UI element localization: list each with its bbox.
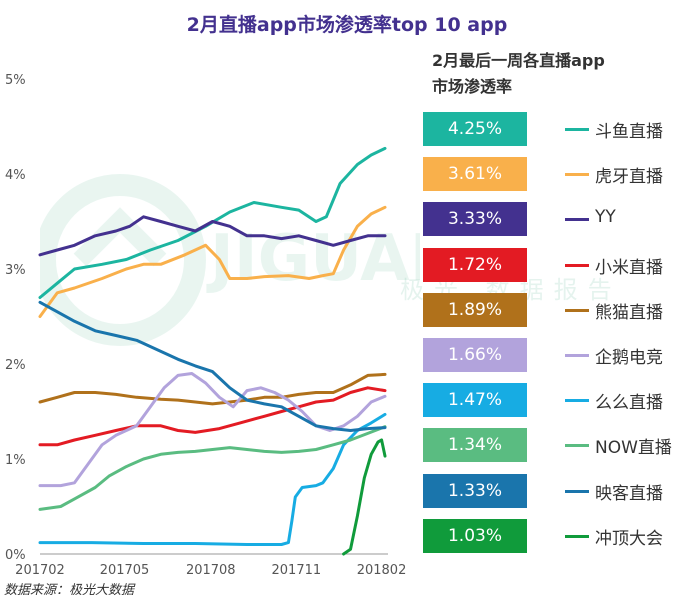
y-tick-label: 5% <box>5 73 26 88</box>
legend-series-name: NOW直播 <box>595 438 672 459</box>
legend-item: 1.66% 企鹅电竞 <box>423 338 693 372</box>
legend-item: 1.03% 冲顶大会 <box>423 518 693 553</box>
legend-value-badge: 1.72% <box>423 247 527 282</box>
legend-value-badge: 1.03% <box>423 518 527 553</box>
legend-value-badge: 4.25% <box>423 112 527 146</box>
series-line <box>38 300 387 432</box>
y-tick-label: 3% <box>5 263 26 278</box>
x-tick-label: 201711 <box>272 563 322 578</box>
legend-item: 4.25% 斗鱼直播 <box>423 112 693 146</box>
legend-swatch <box>565 218 589 222</box>
legend-item: 1.33% 映客直播 <box>423 473 693 508</box>
legend-item: 3.33% YY <box>423 202 693 237</box>
legend-swatch <box>565 444 589 448</box>
legend-series-name: YY <box>595 207 616 228</box>
legend-swatch <box>565 534 589 538</box>
legend-item: 1.89% 熊猫直播 <box>423 292 693 327</box>
legend-series-name: 映客直播 <box>595 483 663 504</box>
x-tick-label: 201705 <box>100 563 150 578</box>
x-tick-label: 201702 <box>15 563 65 578</box>
legend-value-badge: 1.33% <box>423 473 527 508</box>
legend-value-badge: 1.47% <box>423 383 527 418</box>
chart-title: 2月直播app市场渗透率top 10 app <box>186 14 508 36</box>
legend-swatch <box>565 263 589 267</box>
legend-item: 3.61% 虎牙直播 <box>423 157 693 192</box>
y-tick-label: 4% <box>5 168 26 183</box>
y-tick-label: 2% <box>5 358 26 373</box>
series-line <box>38 372 387 406</box>
legend-title-line1: 2月最后一周各直播app <box>432 51 605 70</box>
series-line <box>38 215 387 257</box>
legend-series-name: 企鹅电竞 <box>595 348 663 368</box>
legend-series-name: 么么直播 <box>595 393 663 414</box>
data-source-note: 数据来源：极光大数据 <box>4 583 135 598</box>
legend-series-name: 小米直播 <box>595 257 663 278</box>
legend-series-name: 斗鱼直播 <box>595 122 663 142</box>
y-tick-label: 1% <box>5 453 26 468</box>
legend-swatch <box>565 128 589 131</box>
legend-series-name: 虎牙直播 <box>595 167 663 188</box>
series-line <box>38 386 387 447</box>
legend-swatch <box>565 399 589 403</box>
x-tick-label: 201802 <box>357 563 407 578</box>
series-line <box>38 146 387 299</box>
legend-title-line2: 市场渗透率 <box>432 77 513 96</box>
legend-value-badge: 1.89% <box>423 292 527 327</box>
legend-swatch <box>565 489 589 493</box>
legend-item: 1.72% 小米直播 <box>423 247 693 282</box>
series-line <box>342 438 387 556</box>
legend-value-badge: 3.33% <box>423 202 527 237</box>
legend-item: 1.47% 么么直播 <box>423 383 693 418</box>
series-line <box>38 412 387 546</box>
series-lines <box>38 146 387 556</box>
x-axis-ticks: 201702 201705 201708 201711 201802 <box>15 563 406 578</box>
legend-value-badge: 3.61% <box>423 157 527 192</box>
series-line <box>38 205 387 318</box>
legend-series-name: 熊猫直播 <box>595 302 663 323</box>
series-line <box>38 425 387 511</box>
legend-title: 2月最后一周各直播app 市场渗透率 <box>432 48 682 100</box>
y-axis-ticks: 0% 1% 2% 3% 4% 5% <box>5 73 26 563</box>
y-tick-label: 0% <box>5 548 26 563</box>
x-tick-label: 201708 <box>186 563 236 578</box>
legend-swatch <box>565 354 589 357</box>
series-line <box>38 372 387 488</box>
legend-value-badge: 1.66% <box>423 338 527 372</box>
legend-series-name: 冲顶大会 <box>595 528 663 549</box>
legend-value-badge: 1.34% <box>423 428 527 463</box>
legend-swatch <box>565 173 589 177</box>
legend-item: 1.34% NOW直播 <box>423 428 693 463</box>
legend-swatch <box>565 308 589 312</box>
